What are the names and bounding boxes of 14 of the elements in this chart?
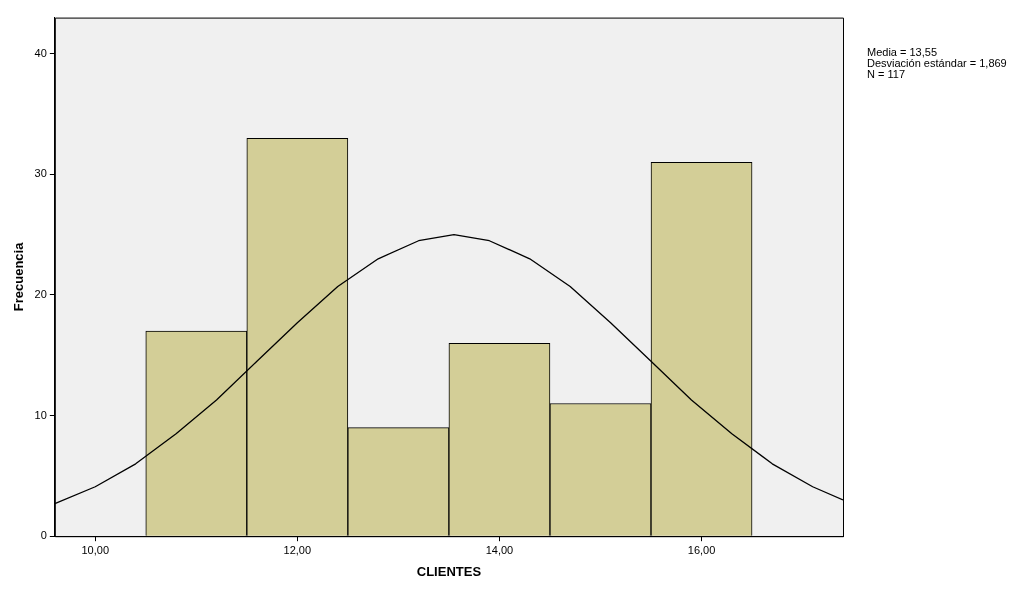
y-tick-label: 0 xyxy=(40,529,47,542)
y-tick-label: 10 xyxy=(34,408,47,421)
text: N = 117 xyxy=(867,68,906,81)
x-axis-title: CLIENTES xyxy=(416,563,482,579)
y-tick-label: 40 xyxy=(34,46,47,59)
x-tick-label: 14,00 xyxy=(485,543,514,556)
y-axis-title: Frecuencia xyxy=(11,241,27,312)
text: Desviación estándar = 1,869 xyxy=(867,57,1007,70)
x-tick-label: 10,00 xyxy=(81,543,110,556)
x-tick-label: 12,00 xyxy=(283,543,312,556)
text: Media = 13,55 xyxy=(867,46,938,59)
x-tick-label: 16,00 xyxy=(687,543,716,556)
y-tick-label: 20 xyxy=(34,288,47,301)
y-tick-label: 30 xyxy=(34,167,47,180)
